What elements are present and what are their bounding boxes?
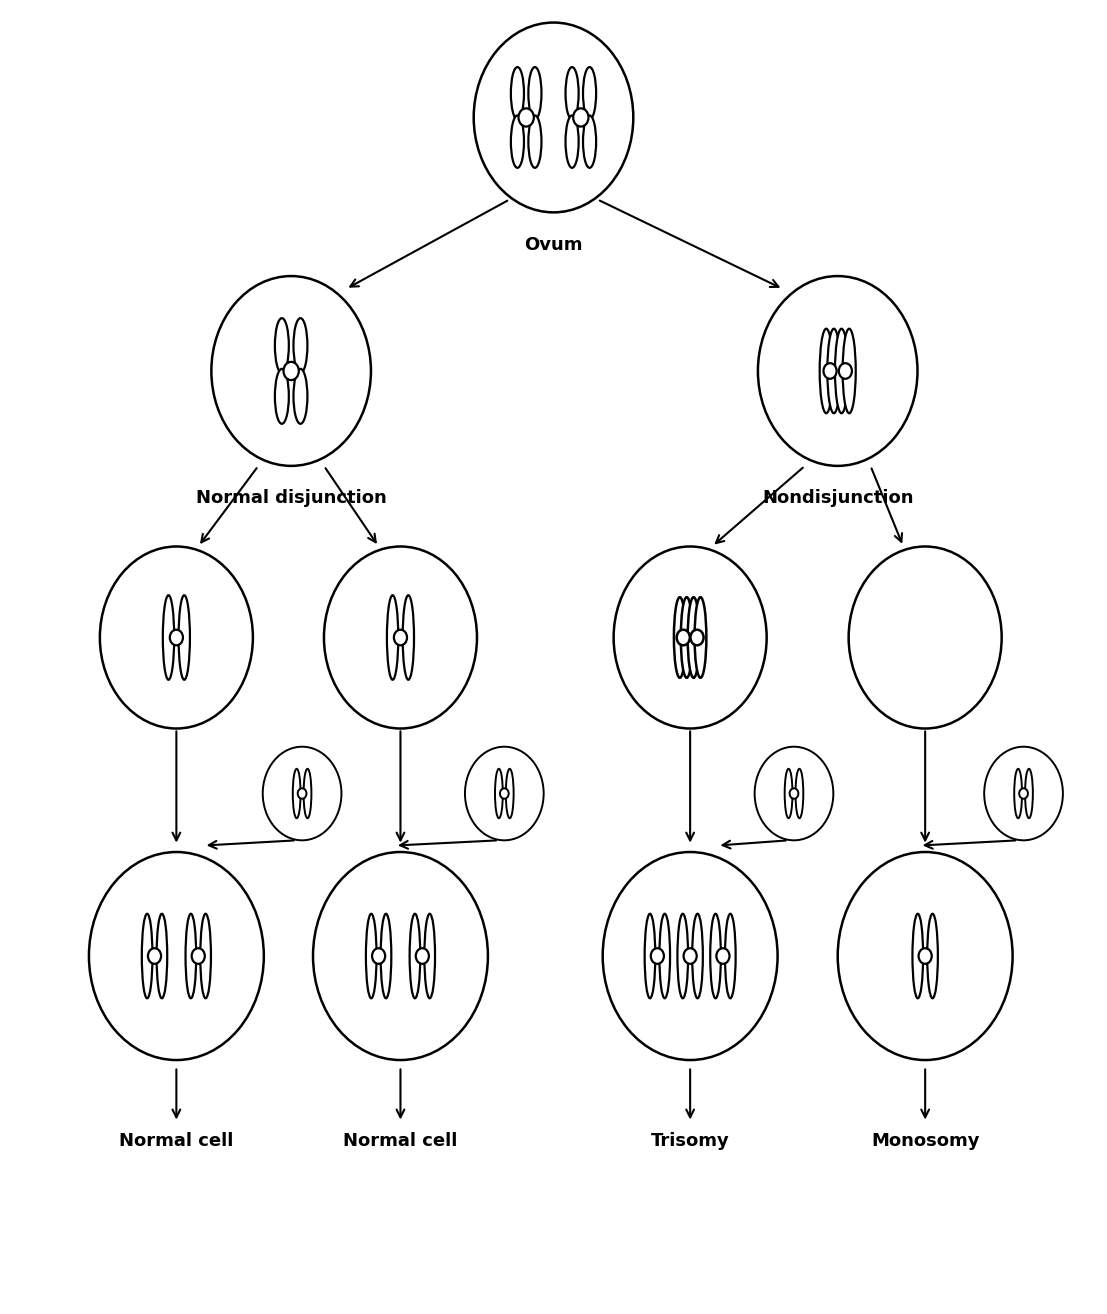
Circle shape bbox=[394, 629, 407, 645]
Ellipse shape bbox=[200, 913, 211, 999]
Ellipse shape bbox=[387, 595, 399, 679]
Ellipse shape bbox=[275, 318, 289, 373]
Ellipse shape bbox=[687, 597, 700, 678]
Circle shape bbox=[169, 629, 183, 645]
Ellipse shape bbox=[156, 913, 167, 999]
Circle shape bbox=[262, 746, 341, 841]
Ellipse shape bbox=[566, 67, 579, 120]
Text: Normal cell: Normal cell bbox=[343, 1131, 457, 1150]
Ellipse shape bbox=[583, 116, 597, 168]
Ellipse shape bbox=[827, 328, 840, 413]
Circle shape bbox=[1020, 788, 1028, 799]
Text: Monosomy: Monosomy bbox=[871, 1131, 980, 1150]
Circle shape bbox=[849, 547, 1002, 728]
Circle shape bbox=[824, 363, 837, 378]
Ellipse shape bbox=[528, 67, 541, 120]
Circle shape bbox=[211, 276, 371, 466]
Circle shape bbox=[651, 949, 664, 964]
Circle shape bbox=[474, 22, 633, 213]
Circle shape bbox=[984, 746, 1063, 841]
Ellipse shape bbox=[510, 67, 524, 120]
Ellipse shape bbox=[495, 769, 503, 819]
Ellipse shape bbox=[725, 913, 736, 999]
Circle shape bbox=[755, 746, 834, 841]
Ellipse shape bbox=[566, 116, 579, 168]
Circle shape bbox=[416, 949, 428, 964]
Ellipse shape bbox=[912, 913, 923, 999]
Text: Normal cell: Normal cell bbox=[120, 1131, 234, 1150]
Ellipse shape bbox=[293, 318, 308, 373]
Ellipse shape bbox=[410, 913, 421, 999]
Circle shape bbox=[372, 949, 385, 964]
Ellipse shape bbox=[674, 597, 685, 678]
Circle shape bbox=[838, 851, 1013, 1060]
Circle shape bbox=[89, 851, 263, 1060]
Circle shape bbox=[192, 949, 205, 964]
Ellipse shape bbox=[528, 116, 541, 168]
Circle shape bbox=[324, 547, 477, 728]
Ellipse shape bbox=[292, 769, 301, 819]
Circle shape bbox=[919, 949, 932, 964]
Ellipse shape bbox=[142, 913, 153, 999]
Circle shape bbox=[573, 108, 589, 126]
Circle shape bbox=[758, 276, 918, 466]
Ellipse shape bbox=[796, 769, 804, 819]
Ellipse shape bbox=[186, 913, 196, 999]
Ellipse shape bbox=[694, 597, 706, 678]
Text: Ovum: Ovum bbox=[525, 235, 582, 254]
Circle shape bbox=[518, 108, 534, 126]
Ellipse shape bbox=[381, 913, 391, 999]
Circle shape bbox=[676, 629, 690, 645]
Ellipse shape bbox=[785, 769, 793, 819]
Ellipse shape bbox=[681, 597, 693, 678]
Ellipse shape bbox=[1025, 769, 1033, 819]
Circle shape bbox=[789, 788, 798, 799]
Ellipse shape bbox=[424, 913, 435, 999]
Ellipse shape bbox=[506, 769, 514, 819]
Circle shape bbox=[602, 851, 777, 1060]
Circle shape bbox=[613, 547, 767, 728]
Ellipse shape bbox=[303, 769, 311, 819]
Ellipse shape bbox=[842, 328, 856, 413]
Text: Normal disjunction: Normal disjunction bbox=[196, 489, 386, 507]
Ellipse shape bbox=[660, 913, 670, 999]
Circle shape bbox=[691, 629, 704, 645]
Ellipse shape bbox=[835, 328, 848, 413]
Ellipse shape bbox=[644, 913, 655, 999]
Ellipse shape bbox=[583, 67, 597, 120]
Ellipse shape bbox=[403, 595, 414, 679]
Ellipse shape bbox=[1014, 769, 1022, 819]
Ellipse shape bbox=[819, 328, 832, 413]
Ellipse shape bbox=[293, 369, 308, 424]
Circle shape bbox=[839, 363, 852, 378]
Ellipse shape bbox=[928, 913, 938, 999]
Text: Trisomy: Trisomy bbox=[651, 1131, 730, 1150]
Circle shape bbox=[500, 788, 509, 799]
Ellipse shape bbox=[510, 116, 524, 168]
Ellipse shape bbox=[163, 595, 174, 679]
Ellipse shape bbox=[692, 913, 703, 999]
Ellipse shape bbox=[178, 595, 190, 679]
Circle shape bbox=[148, 949, 162, 964]
Circle shape bbox=[684, 949, 696, 964]
Ellipse shape bbox=[366, 913, 376, 999]
Circle shape bbox=[298, 788, 307, 799]
Ellipse shape bbox=[275, 369, 289, 424]
Text: Nondisjunction: Nondisjunction bbox=[762, 489, 913, 507]
Ellipse shape bbox=[677, 913, 689, 999]
Circle shape bbox=[716, 949, 730, 964]
Circle shape bbox=[283, 361, 299, 380]
Circle shape bbox=[465, 746, 544, 841]
Ellipse shape bbox=[711, 913, 721, 999]
Circle shape bbox=[100, 547, 252, 728]
Circle shape bbox=[313, 851, 488, 1060]
